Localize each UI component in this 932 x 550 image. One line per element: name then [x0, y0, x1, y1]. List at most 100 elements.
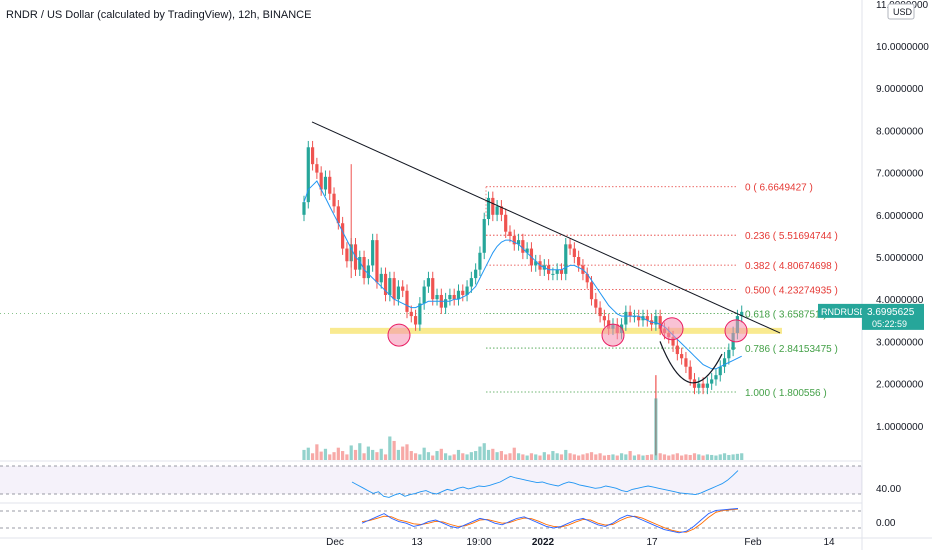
candle-body — [499, 206, 503, 215]
candle-body — [379, 273, 383, 283]
candle-body — [559, 269, 564, 274]
candle — [710, 373, 714, 390]
candle-body — [585, 273, 589, 283]
volume-bar — [452, 454, 456, 460]
candle-body — [692, 379, 697, 388]
candle-body — [495, 206, 499, 215]
candle — [692, 373, 697, 395]
volume-bar — [426, 452, 431, 460]
candle-body — [358, 257, 362, 270]
candle — [624, 305, 628, 331]
candle — [645, 309, 649, 327]
price-tick-label: 8.0000000 — [876, 126, 924, 137]
bar-countdown: 05:22:59 — [872, 319, 907, 329]
candle — [516, 233, 521, 251]
candle-body — [362, 257, 366, 279]
volume-bar — [731, 454, 735, 460]
candle — [568, 238, 572, 255]
candle — [521, 233, 525, 260]
rounding-bottom-curve — [659, 341, 723, 384]
candle-body — [315, 164, 319, 173]
fib-level-label: 0.236 ( 5.51694744 ) — [745, 231, 838, 242]
candle — [426, 271, 431, 293]
candle — [598, 301, 602, 323]
volume-bar — [413, 453, 418, 460]
pattern-circle — [387, 323, 411, 347]
rsi-band — [0, 466, 862, 494]
volume-bar — [302, 449, 306, 460]
chart-title: RNDR / US Dollar (calculated by TradingV… — [6, 9, 312, 21]
time-tick-label: Dec — [326, 537, 344, 548]
volume-bar — [589, 452, 594, 460]
candle-body — [418, 303, 422, 325]
candle — [684, 351, 688, 374]
candle — [585, 267, 589, 289]
stoch-axis-label: 0.00 — [876, 518, 896, 529]
candle — [456, 284, 461, 306]
volume-bar — [547, 454, 551, 460]
candle — [658, 309, 662, 336]
candle-body — [568, 244, 572, 249]
rsi-axis-label: 40.00 — [876, 484, 901, 495]
candle — [594, 292, 598, 314]
candle — [358, 250, 362, 276]
candle-body — [435, 294, 439, 300]
price-tick-label: 9.0000000 — [876, 84, 924, 95]
candle — [435, 288, 439, 306]
candle-body — [310, 147, 315, 165]
candle-body — [628, 311, 632, 317]
volume-bar — [684, 454, 688, 460]
candle-body — [371, 240, 375, 266]
candle-body — [401, 286, 405, 291]
candle — [499, 200, 503, 222]
fib-level-label: 0.500 ( 4.23274935 ) — [745, 285, 838, 296]
volume-bar — [516, 453, 521, 460]
candle-body — [448, 294, 452, 300]
candle — [401, 280, 405, 298]
candle-body — [392, 278, 396, 300]
volume-bar — [371, 449, 375, 460]
volume-bar — [401, 446, 405, 460]
candle-body — [508, 231, 512, 236]
volume-bar — [585, 453, 589, 460]
candle-body — [555, 269, 559, 274]
candle — [727, 343, 731, 365]
candle-body — [705, 383, 709, 388]
candle — [495, 200, 499, 222]
candle — [697, 377, 701, 395]
candle-body — [319, 172, 323, 190]
volume-bar — [405, 444, 409, 460]
volume-bar — [577, 455, 581, 460]
candle-body — [714, 375, 718, 380]
candle-body — [701, 383, 705, 388]
price-tick-label: 5.0000000 — [876, 253, 924, 264]
candle — [572, 242, 576, 264]
candle-body — [697, 383, 701, 388]
volume-bar — [345, 454, 349, 460]
candle — [534, 254, 538, 272]
candle-body — [388, 278, 392, 295]
volume-bar — [718, 454, 722, 460]
price-tick-label: 1.0000000 — [876, 422, 924, 433]
stoch-d-line — [361, 508, 739, 533]
candle-body — [572, 248, 576, 257]
volume-bar — [306, 447, 310, 460]
candle — [328, 170, 332, 201]
volume-bar — [383, 454, 388, 460]
volume-bar — [431, 455, 435, 460]
candle — [315, 157, 319, 179]
volume-bar — [474, 451, 478, 460]
candle — [302, 195, 306, 222]
candle — [431, 271, 435, 306]
candle — [413, 309, 418, 331]
volume-bar — [323, 448, 328, 460]
candle-body — [654, 316, 658, 325]
volume-bar — [598, 453, 602, 460]
volume-bar — [482, 443, 486, 460]
candle — [512, 229, 516, 251]
fib-level-label: 1.000 ( 1.800556 ) — [745, 388, 827, 399]
candle — [392, 271, 396, 306]
candle-body — [637, 316, 641, 321]
volume-bar — [649, 454, 654, 460]
